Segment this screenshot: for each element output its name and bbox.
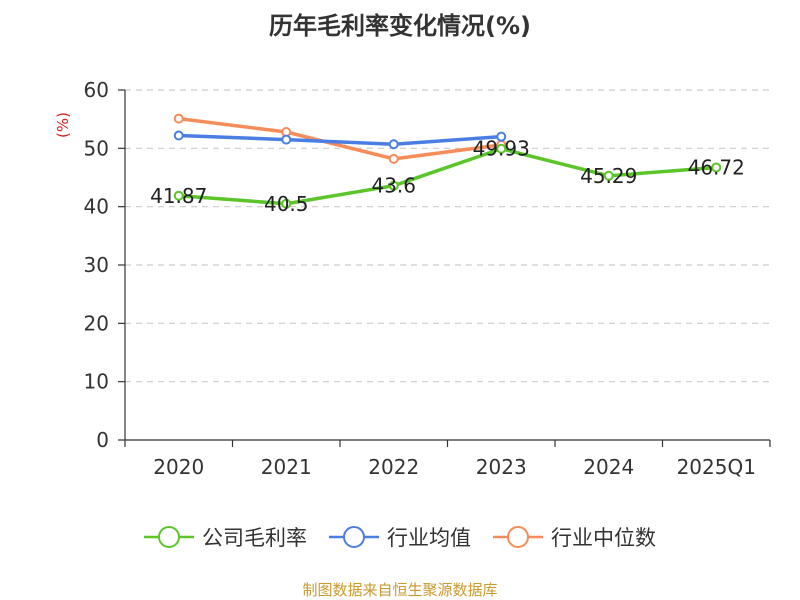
y-tick-label: 40 <box>84 195 109 219</box>
legend-marker <box>158 526 180 548</box>
data-point <box>711 162 722 173</box>
data-label: 40.5 <box>264 192 309 216</box>
data-point <box>603 170 614 181</box>
data-point <box>388 180 399 191</box>
data-label: 49.93 <box>473 137 530 161</box>
y-axis-label: (%) <box>54 112 72 138</box>
source-note: 制图数据来自恒生聚源数据库 <box>302 581 497 599</box>
x-tick-label: 2022 <box>368 455 419 479</box>
series-line <box>178 133 502 146</box>
y-tick-label: 30 <box>84 253 109 277</box>
y-tick-label: 20 <box>84 311 109 335</box>
legend-marker <box>343 526 365 548</box>
x-tick-label: 2023 <box>476 455 527 479</box>
y-tick-label: 50 <box>84 136 109 160</box>
x-tick-label: 2024 <box>583 455 634 479</box>
x-tick-label: 2020 <box>153 455 204 479</box>
data-label: 46.72 <box>688 155 745 179</box>
data-label: 45.29 <box>580 164 637 188</box>
data-point <box>388 153 399 164</box>
data-point <box>281 198 292 209</box>
legend-label: 公司毛利率 <box>202 526 307 550</box>
data-point <box>173 130 184 141</box>
data-point <box>281 134 292 145</box>
series-lines <box>173 113 722 209</box>
data-point <box>173 190 184 201</box>
y-tick-label: 60 <box>84 78 109 102</box>
legend-label: 行业中位数 <box>551 526 656 550</box>
data-label: 41.87 <box>150 184 207 208</box>
data-point <box>388 139 399 150</box>
data-labels: 41.87 40.5 43.6 49.93 45.29 46.72 <box>150 137 745 216</box>
legend-item: 公司毛利率 <box>144 526 307 550</box>
y-tick-label: 0 <box>96 428 109 452</box>
series-line <box>178 146 717 206</box>
legend-item: 行业中位数 <box>493 526 656 550</box>
series-line <box>178 116 502 161</box>
axes: 0 10 20 30 40 50 60 2020 2021 2022 2023 2024 2025Q1 <box>84 78 771 479</box>
data-point <box>496 143 507 154</box>
x-tick-label: 2025Q1 <box>677 455 756 479</box>
y-tick-label: 10 <box>84 370 109 394</box>
data-label: 43.6 <box>371 174 416 198</box>
data-point <box>496 131 507 142</box>
legend-marker <box>507 526 529 548</box>
data-point <box>173 113 184 124</box>
x-tick-label: 2021 <box>261 455 312 479</box>
legend-label: 行业均值 <box>387 526 471 550</box>
grid-lines <box>125 89 770 383</box>
legend-item: 行业均值 <box>329 526 471 550</box>
chart-title: 历年毛利率变化情况(%) <box>269 12 531 40</box>
legend: 公司毛利率 行业均值 行业中位数 <box>144 526 656 550</box>
